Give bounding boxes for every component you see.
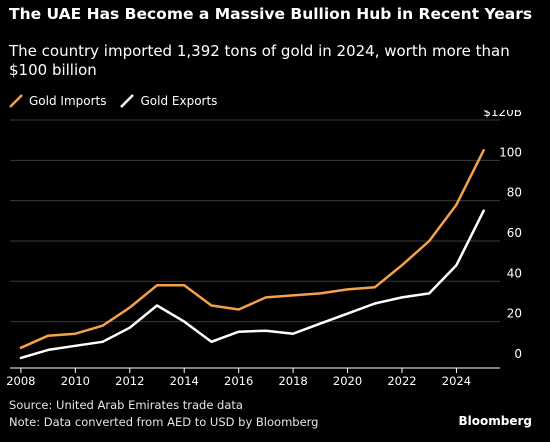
y-tick-label: 40 <box>507 266 522 280</box>
y-tick-label: 20 <box>507 307 522 321</box>
series-line-gold-exports <box>19 209 485 360</box>
legend-item-exports: Gold Exports <box>120 94 217 108</box>
y-tick-label: 0 <box>514 347 522 361</box>
legend-item-imports: Gold Imports <box>9 94 106 108</box>
y-tick-label: 80 <box>507 186 522 200</box>
x-tick-label: 2010 <box>61 374 90 388</box>
grid-lines <box>10 119 500 323</box>
y-tick-label: $120B <box>483 110 522 119</box>
x-tick-label: 2024 <box>442 374 471 388</box>
x-tick-label: 2014 <box>170 374 199 388</box>
legend: Gold Imports Gold Exports <box>9 93 231 109</box>
x-tick-label: 2012 <box>115 374 144 388</box>
y-tick-label: 100 <box>499 145 522 159</box>
y-axis-tick-labels: 0 20 40 60 80 100 $120B <box>483 110 522 361</box>
legend-swatch-exports <box>120 94 135 108</box>
series-lines <box>19 148 485 360</box>
x-axis-ticks: 2008 2010 2012 2014 2016 2018 2020 2022 2024 <box>6 368 471 388</box>
x-tick-label: 2018 <box>278 374 307 388</box>
bloomberg-logo: Bloomberg <box>458 414 533 428</box>
legend-label-exports: Gold Exports <box>140 94 218 108</box>
x-tick-label: 2020 <box>333 374 362 388</box>
legend-swatch-imports <box>9 94 23 108</box>
chart-title: The UAE Has Become a Massive Bullion Hub… <box>9 5 533 23</box>
x-tick-label: 2016 <box>224 374 253 388</box>
chart-subtitle: The country imported 1,392 tons of gold … <box>9 42 510 79</box>
series-line-gold-imports <box>19 148 485 350</box>
x-tick-label: 2008 <box>6 374 35 388</box>
legend-label-imports: Gold Imports <box>29 94 107 108</box>
source-note: Source: United Arab Emirates trade data <box>9 398 243 412</box>
y-tick-label: 60 <box>507 226 522 240</box>
data-note: Note: Data converted from AED to USD by … <box>9 415 319 429</box>
x-tick-label: 2022 <box>387 374 416 388</box>
